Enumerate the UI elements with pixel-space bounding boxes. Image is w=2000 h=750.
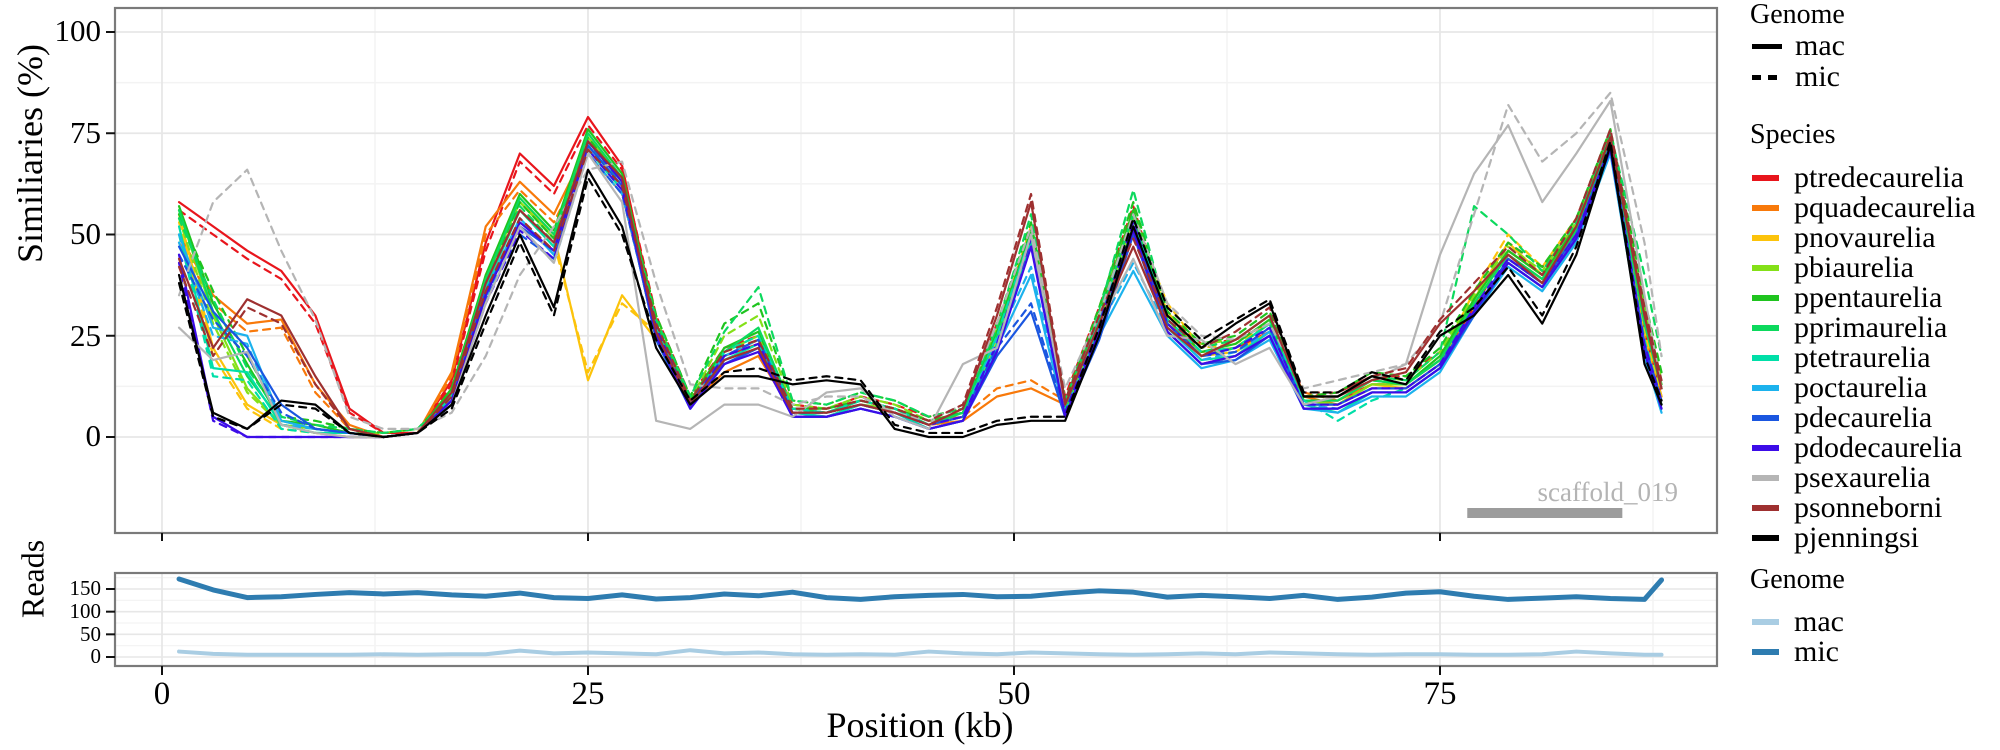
legend-item-species: pnovaurelia	[1752, 223, 1936, 253]
color-swatch-icon	[1752, 445, 1779, 451]
color-swatch-icon	[1752, 355, 1779, 361]
color-swatch-icon	[1752, 475, 1779, 481]
legend-genome-reads-title: Genome	[1750, 564, 1845, 595]
legend-item-species: psonneborni	[1752, 493, 1942, 523]
color-swatch-icon	[1752, 175, 1779, 181]
color-swatch-icon	[1752, 619, 1779, 625]
legend-species-title: Species	[1750, 119, 1836, 150]
color-swatch-icon	[1752, 325, 1779, 331]
x-tick-25: 25	[571, 676, 605, 712]
scaffold-annotation-label: scaffold_019	[1537, 477, 1678, 507]
legend-item-genome-mic: mic	[1752, 62, 1840, 92]
series-pjenningsi-mac	[177, 144, 1663, 439]
reads-series-mic	[176, 576, 1665, 602]
y-tick-reads-100: 100	[69, 599, 102, 623]
legend-item-species: ppentaurelia	[1752, 283, 1942, 313]
solid-line-swatch-icon	[1752, 43, 1782, 49]
x-tick-50: 50	[997, 676, 1031, 712]
dashed-line-swatch-icon	[1752, 74, 1782, 80]
color-swatch-icon	[1752, 505, 1779, 511]
legend-item-species: pprimaurelia	[1752, 313, 1947, 343]
legend-item-reads-mac: mac	[1752, 607, 1844, 637]
y-tick-main-75: 75	[70, 115, 101, 150]
legend-item-species: psexaurelia	[1752, 463, 1931, 493]
y-tick-main-100: 100	[54, 13, 102, 48]
color-swatch-icon	[1752, 205, 1779, 211]
color-swatch-icon	[1752, 235, 1779, 241]
y-tick-main-50: 50	[70, 216, 101, 251]
color-swatch-icon	[1752, 295, 1779, 301]
legend-item-species: ptredecaurelia	[1752, 163, 1964, 193]
y-tick-reads-50: 50	[80, 622, 101, 646]
color-swatch-icon	[1752, 265, 1779, 271]
legend-item-genome-mac: mac	[1752, 31, 1845, 61]
x-tick-75: 75	[1423, 676, 1457, 712]
legend-item-species: pjenningsi	[1752, 523, 1919, 553]
y-tick-reads-150: 150	[69, 576, 102, 600]
y-tick-main-25: 25	[70, 318, 101, 353]
legend-item-reads-mic: mic	[1752, 637, 1839, 667]
series-pjenningsi-mic	[177, 140, 1663, 439]
legend-item-species: pbiaurelia	[1752, 253, 1914, 283]
reads-series-mac	[177, 648, 1664, 657]
y-tick-main-0: 0	[85, 418, 102, 453]
y-tick-reads-0: 0	[90, 644, 102, 668]
color-swatch-icon	[1752, 535, 1779, 541]
legend-item-species: ptetraurelia	[1752, 343, 1931, 373]
color-swatch-icon	[1752, 415, 1779, 421]
legend-item-species: pquadecaurelia	[1752, 193, 1976, 223]
color-swatch-icon	[1752, 649, 1779, 655]
x-tick-0: 0	[153, 676, 171, 712]
series-psonneborni-mic	[177, 128, 1663, 439]
legend-item-species: pdecaurelia	[1752, 403, 1932, 433]
x-axis-title: Position (kb)	[826, 705, 1014, 745]
legend-item-species: pdodecaurelia	[1752, 433, 1962, 463]
legend-genome-lines-title: Genome	[1750, 0, 1845, 30]
color-swatch-icon	[1752, 385, 1779, 391]
scaffold-bar	[1467, 508, 1623, 518]
legend-item-species: poctaurelia	[1752, 373, 1927, 403]
